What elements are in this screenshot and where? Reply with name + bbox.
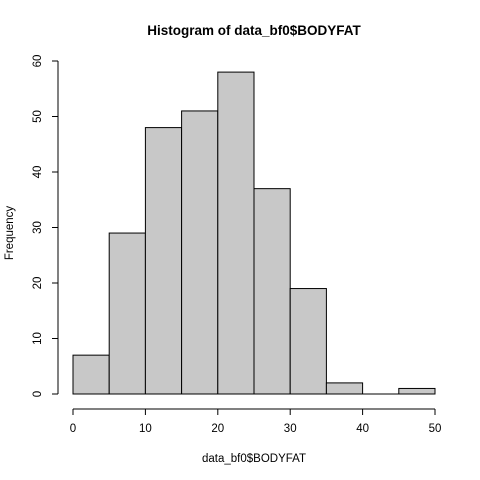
x-tick-label: 10 [139,423,152,435]
y-tick-label: 60 [32,55,44,68]
x-tick-label: 40 [356,423,369,435]
y-tick-label: 20 [32,277,44,290]
histogram-bar-4 [217,71,255,395]
histogram-bar-3 [181,110,219,395]
x-tick-label: 50 [429,423,442,435]
y-axis-label: Frequency [4,206,16,261]
histogram-bar-6 [289,288,327,395]
histogram-bar-9 [398,387,436,395]
y-tick-label: 50 [32,110,44,123]
x-tick-label: 30 [284,423,297,435]
y-tick-label: 30 [32,221,44,234]
x-axis: 0 10 20 30 40 50 [70,408,442,435]
histogram-bar-2 [144,127,183,395]
histogram-bar-1 [108,232,146,395]
histogram-bar-0 [72,354,110,395]
y-tick-label: 10 [32,332,44,345]
y-axis: 0 10 20 30 40 50 60 [32,55,59,397]
x-tick-label: 0 [70,423,76,435]
x-tick-label: 20 [211,423,224,435]
y-tick-label: 0 [32,391,44,397]
chart-title: Histogram of data_bf0$BODYFAT [147,23,361,38]
y-tick-label: 40 [32,166,44,179]
histogram-bar-7 [325,382,364,395]
x-axis-label: data_bf0$BODYFAT [202,453,306,465]
histogram-bar-5 [253,188,291,395]
bars-group [72,71,436,395]
